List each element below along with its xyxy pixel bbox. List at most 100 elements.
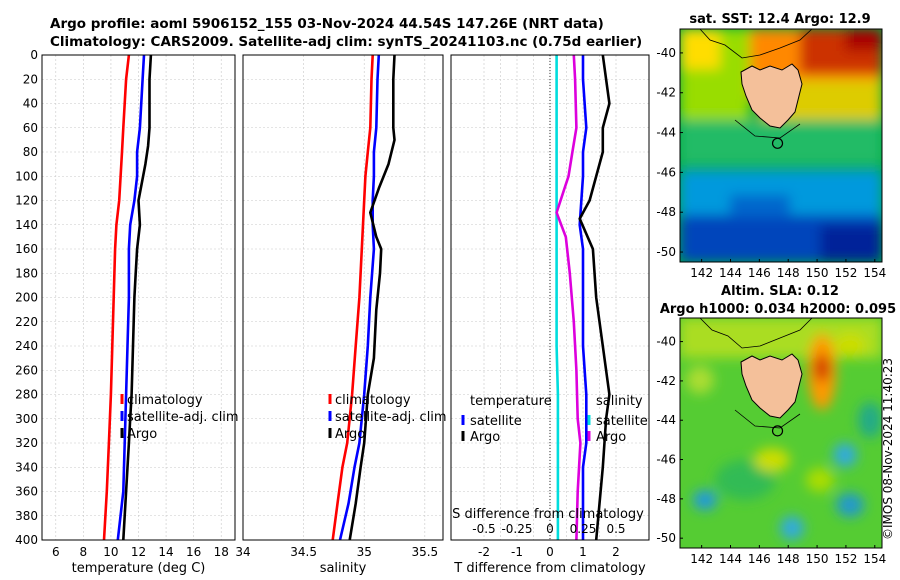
map-lon-label: 152 (834, 266, 857, 280)
map-lon-label: 142 (690, 266, 713, 280)
series-line-argo (122, 54, 153, 541)
series-line-temperature-argo (578, 54, 611, 541)
profile-panel-2: 34 34.5 35 35.5 salinity climatology satellite… (235, 54, 447, 576)
y-tick-label: 200 (15, 291, 38, 305)
legend-label: satellite-adj. clim (127, 410, 239, 425)
axes-frame (242, 54, 444, 541)
map-lon-label: 154 (863, 266, 886, 280)
sst-map-title: sat. SST: 12.4 Argo: 12.9 (689, 12, 870, 27)
map-lon-label: 144 (719, 552, 742, 566)
sst-map: sat. SST: 12.4 Argo: 12.9 142 144 146 148 15… (656, 12, 886, 280)
y-tick-label: 0 (30, 48, 38, 62)
axes-frame (41, 54, 236, 541)
salinity-tick-label: -0.25 (501, 522, 532, 536)
map-lon-label: 154 (863, 552, 886, 566)
series-line-climatology (331, 54, 374, 541)
y-tick-label: 100 (15, 169, 38, 183)
x-tick-label: 2 (612, 545, 620, 559)
map-lon-label: 150 (806, 552, 829, 566)
series-line-climatology (102, 54, 131, 541)
argo-position-marker (771, 425, 784, 437)
imos-watermark: ©IMOS 08-Nov-2024 11:40:23 (881, 358, 895, 540)
x-tick-label: 35 (357, 545, 372, 559)
series-line-argo (348, 54, 396, 541)
map-lat-label: -40 (656, 335, 676, 349)
x-axis-label: T difference from climatology (453, 561, 646, 576)
map-lat-label: -44 (656, 126, 676, 140)
legend-label: satellite (596, 414, 648, 429)
x-tick-label: 14 (158, 545, 173, 559)
map-lon-label: 146 (748, 552, 771, 566)
tasmania-shape (740, 63, 803, 129)
map-lat-label: -42 (656, 374, 676, 388)
tasmania-shape (740, 353, 803, 419)
map-lon-label: 148 (777, 266, 800, 280)
x-tick-label: 18 (214, 545, 229, 559)
series-line-temperature-satellite (578, 55, 588, 540)
map-lon-label: 150 (806, 266, 829, 280)
salinity-tick-label: -0.5 (472, 522, 495, 536)
y-tick-label: 140 (15, 218, 38, 232)
legend-title-temperature: temperature (470, 394, 552, 409)
series-line-salinity-satellite (555, 55, 560, 540)
x-axis-label: salinity (320, 561, 367, 576)
map-lon-label: 142 (690, 552, 713, 566)
x-tick-label: 34 (235, 545, 250, 559)
profile-panel-3: -2 -1 0 1 2 T difference from climatology temp… (450, 54, 650, 576)
legend-label: climatology (335, 393, 411, 408)
y-tick-label: 240 (15, 339, 38, 353)
x-tick-label: -2 (478, 545, 490, 559)
series-line-satellite-adj-clim (338, 54, 381, 541)
y-tick-label: 180 (15, 266, 38, 280)
y-tick-label: 80 (23, 145, 38, 159)
y-tick-label: 380 (15, 509, 38, 523)
y-tick-label: 300 (15, 412, 38, 426)
map-lat-label: -46 (656, 165, 676, 179)
legend-label: Argo (470, 430, 500, 445)
legend-label: satellite-adj. clim (335, 410, 447, 425)
map-lat-label: -46 (656, 453, 676, 467)
y-tick-label: 400 (15, 533, 38, 547)
map-lat-label: -48 (656, 492, 676, 506)
axes-frame (450, 54, 650, 541)
sla-map-title: Altim. SLA: 0.12 (721, 284, 839, 299)
map-lat-label: -40 (656, 46, 676, 60)
top-axis-label: S difference from climatology (452, 507, 644, 522)
sla-map: Altim. SLA: 0.12 Argo h1000: 0.034 h2000… (656, 284, 896, 566)
x-tick-label: 12 (131, 545, 146, 559)
y-tick-label: 60 (23, 121, 38, 135)
map-lon-label: 144 (719, 266, 742, 280)
y-tick-label: 340 (15, 460, 38, 474)
y-tick-label: 280 (15, 388, 38, 402)
profile-panel-1: 6 8 10 12 14 16 18 temperature (deg C) 0 20 40 60 80… (15, 48, 239, 576)
map-lat-label: -48 (656, 205, 676, 219)
salinity-tick-label: 0.25 (570, 522, 597, 536)
legend-label: Argo (127, 427, 157, 442)
map-lon-label: 148 (777, 552, 800, 566)
y-tick-label: 320 (15, 436, 38, 450)
map-lat-label: -42 (656, 86, 676, 100)
map-lat-label: -44 (656, 413, 676, 427)
series-line-salinity-argo (555, 54, 582, 541)
y-tick-label: 160 (15, 242, 38, 256)
legend-label: climatology (127, 393, 203, 408)
x-axis-label: temperature (deg C) (72, 561, 206, 576)
x-tick-label: 16 (186, 545, 201, 559)
legend-label: Argo (596, 430, 626, 445)
x-tick-label: 10 (103, 545, 118, 559)
y-tick-label: 20 (23, 72, 38, 86)
map-lat-label: -50 (656, 531, 676, 545)
x-tick-label: 35.5 (411, 545, 438, 559)
x-tick-label: 0 (546, 545, 554, 559)
legend-label: satellite (470, 414, 522, 429)
y-tick-label: 220 (15, 315, 38, 329)
legend-title-salinity: salinity (596, 394, 643, 409)
title-line-1: Argo profile: aoml 5906152_155 03-Nov-20… (50, 16, 604, 32)
series-line-satellite-adj-clim (116, 54, 146, 541)
x-tick-label: -1 (511, 545, 523, 559)
x-tick-label: 6 (52, 545, 60, 559)
sla-map-subtitle: Argo h1000: 0.034 h2000: 0.095 (660, 302, 896, 317)
legend-label: Argo (335, 427, 365, 442)
map-lon-label: 146 (748, 266, 771, 280)
